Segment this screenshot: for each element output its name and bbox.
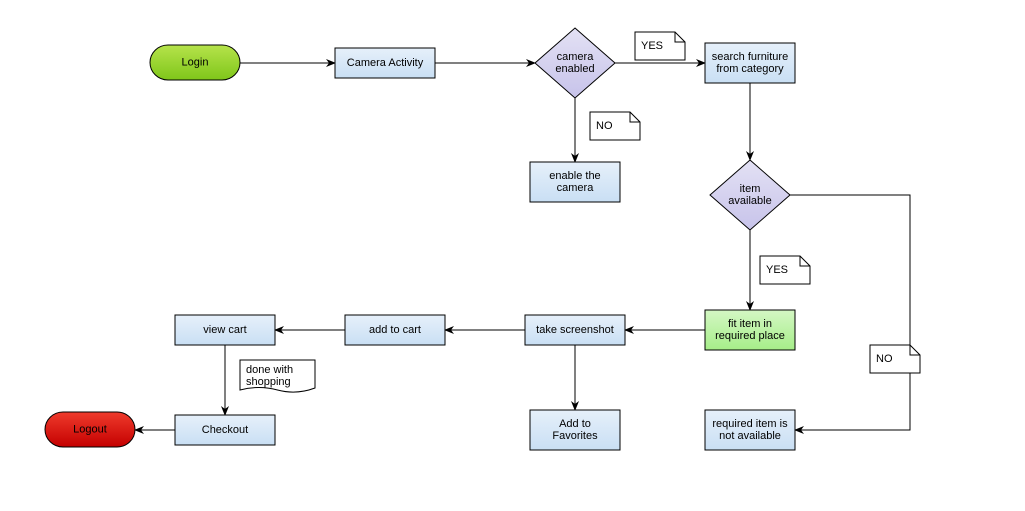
svg-text:YES: YES — [766, 264, 788, 276]
svg-text:done with: done with — [246, 364, 293, 376]
node-login: Login — [150, 45, 240, 80]
node-camera-activity: Camera Activity — [335, 48, 435, 78]
svg-text:shopping: shopping — [246, 376, 291, 388]
svg-text:available: available — [728, 195, 771, 207]
note-no-camera: NO — [590, 112, 640, 140]
node-enable-camera: enable the camera — [530, 162, 620, 202]
svg-text:Checkout: Checkout — [202, 424, 248, 436]
node-search-furniture: search furniture from category — [705, 43, 795, 83]
svg-text:Favorites: Favorites — [552, 430, 598, 442]
svg-text:YES: YES — [641, 40, 663, 52]
svg-text:take screenshot: take screenshot — [536, 324, 614, 336]
node-add-to-cart: add to cart — [345, 315, 445, 345]
svg-text:Logout: Logout — [73, 423, 107, 435]
svg-text:Camera Activity: Camera Activity — [347, 57, 424, 69]
svg-text:add to cart: add to cart — [369, 324, 421, 336]
svg-text:Login: Login — [182, 56, 209, 68]
note-yes-item: YES — [760, 256, 810, 284]
svg-text:required place: required place — [715, 330, 785, 342]
svg-text:camera: camera — [557, 51, 595, 63]
svg-text:item: item — [740, 183, 761, 195]
note-done-shopping: done with shopping — [240, 360, 315, 392]
node-view-cart: view cart — [175, 315, 275, 345]
note-no-item: NO — [870, 345, 920, 373]
svg-text:NO: NO — [876, 353, 893, 365]
node-checkout: Checkout — [175, 415, 275, 445]
svg-text:required item is: required item is — [712, 418, 788, 430]
svg-text:from category: from category — [716, 63, 784, 75]
node-item-available: item available — [710, 160, 790, 230]
node-take-screenshot: take screenshot — [525, 315, 625, 345]
node-add-favorites: Add to Favorites — [530, 410, 620, 450]
svg-text:camera: camera — [557, 182, 595, 194]
node-fit-item: fit item in required place — [705, 310, 795, 350]
svg-text:search furniture: search furniture — [712, 51, 788, 63]
flowchart-canvas: Login Logout Camera Activity camera enab… — [0, 0, 1025, 511]
svg-text:view cart: view cart — [203, 324, 246, 336]
node-not-available: required item is not available — [705, 410, 795, 450]
node-camera-enabled: camera enabled — [535, 28, 615, 98]
edge-e13 — [790, 195, 910, 430]
svg-text:NO: NO — [596, 120, 613, 132]
svg-text:Add to: Add to — [559, 418, 591, 430]
svg-text:fit item in: fit item in — [728, 318, 772, 330]
node-logout: Logout — [45, 412, 135, 447]
svg-text:enabled: enabled — [555, 63, 594, 75]
svg-text:not available: not available — [719, 430, 781, 442]
svg-text:enable the: enable the — [549, 170, 600, 182]
note-yes-camera: YES — [635, 32, 685, 60]
